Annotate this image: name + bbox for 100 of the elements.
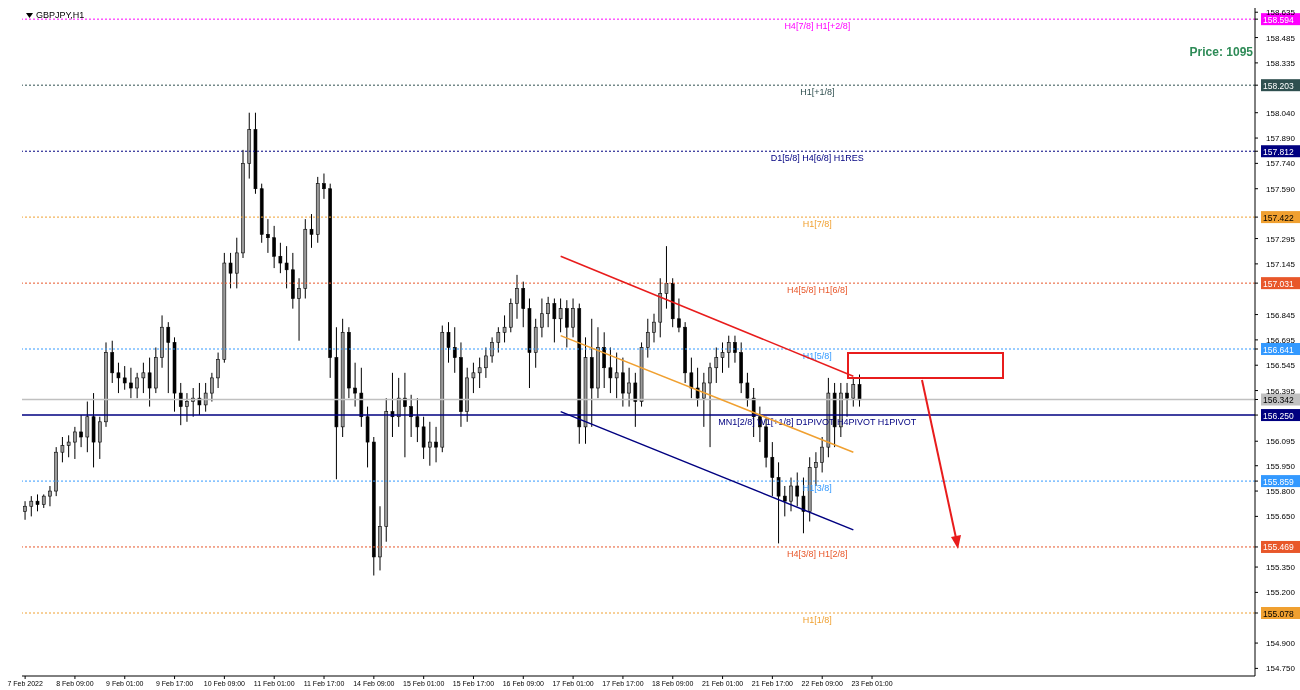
candlestick (122, 365, 127, 391)
y-tick-label: 155.800 (1266, 487, 1296, 497)
y-tick-label: 158.594 (1263, 14, 1294, 25)
candlestick (540, 298, 544, 338)
ref-line-label: H1[+1/8] (800, 87, 835, 98)
y-tick-label: 155.650 (1266, 512, 1296, 522)
candlestick (782, 485, 787, 517)
candlestick (733, 335, 737, 364)
candlestick (110, 340, 115, 384)
candlestick (403, 372, 407, 458)
y-tick-label: 156.095 (1266, 437, 1296, 447)
candlestick (770, 441, 775, 497)
y-tick-label: 157.422 (1263, 212, 1294, 223)
ref-line-label: D1[5/8] H4[6/8] H1RES (770, 153, 864, 164)
candlestick (795, 471, 800, 507)
chart-title: GBPJPY,H1 (36, 10, 85, 20)
candlestick (484, 346, 488, 379)
candlestick (178, 382, 183, 426)
y-tick-label: 155.200 (1266, 588, 1296, 598)
y-tick-label: 157.890 (1266, 134, 1296, 144)
candlestick (297, 277, 301, 342)
candlestick (409, 394, 413, 438)
candlestick (565, 299, 569, 348)
candlestick (97, 416, 102, 460)
candlestick (29, 495, 34, 517)
y-tick-label: 155.350 (1266, 563, 1296, 573)
annotation: Price: 1095 (1189, 45, 1253, 59)
ref-line-label: H4[7/8] H1[+2/8] (784, 21, 851, 32)
y-tick-label: 155.859 (1263, 476, 1294, 487)
candlestick (452, 326, 457, 374)
y-tick-label: 156.641 (1263, 344, 1294, 355)
candlestick (702, 372, 706, 428)
ref-line-label: H1[5/8] (802, 351, 832, 362)
candlestick (23, 500, 27, 521)
y-tick-label: 156.250 (1263, 410, 1294, 421)
candlestick (496, 326, 501, 354)
y-tick-label: 158.335 (1266, 58, 1296, 68)
candlestick (266, 218, 270, 254)
y-tick-label: 158.040 (1266, 108, 1296, 118)
candlestick (714, 346, 719, 384)
candlestick (664, 245, 669, 310)
candlestick (789, 477, 793, 512)
candlestick (726, 335, 731, 369)
candlestick (322, 173, 326, 200)
candlestick (633, 372, 638, 428)
y-tick-label: 157.145 (1266, 259, 1296, 269)
y-tick-label: 154.900 (1266, 639, 1296, 649)
candlestick (48, 485, 52, 507)
y-tick-label: 157.031 (1263, 278, 1294, 289)
y-tick-label: 156.545 (1266, 361, 1296, 371)
candlestick (359, 367, 364, 428)
candlestick (434, 426, 438, 463)
candlestick (390, 372, 395, 438)
candlestick (720, 341, 725, 374)
y-tick-label: 158.203 (1263, 80, 1294, 91)
y-tick-label: 157.590 (1266, 184, 1296, 194)
y-tick-label: 155.078 (1263, 608, 1294, 619)
candlestick (621, 357, 625, 408)
candlestick (216, 352, 220, 389)
candlestick (515, 274, 519, 320)
candlestick (602, 331, 606, 389)
candlestick (116, 362, 121, 394)
candlestick (857, 374, 862, 408)
y-tick-label: 156.395 (1266, 386, 1296, 396)
y-tick-label: 157.295 (1266, 234, 1296, 244)
candlestick (820, 436, 824, 473)
ref-line-label: H1[7/8] (802, 219, 832, 230)
y-tick-label: 155.950 (1266, 461, 1296, 471)
candlestick (652, 313, 656, 343)
candlestick (353, 362, 357, 408)
candlestick (446, 321, 451, 364)
candlestick (309, 213, 314, 249)
y-tick-label: 157.740 (1266, 159, 1296, 169)
candlestick (627, 367, 631, 408)
candlestick (185, 392, 189, 423)
candlestick (508, 298, 513, 333)
y-tick-label: 156.695 (1266, 335, 1296, 345)
candlestick (776, 461, 781, 544)
ref-line-label: H4[3/8] H1[2/8] (787, 548, 848, 559)
y-tick-label: 155.469 (1263, 542, 1294, 553)
candlestick (851, 377, 856, 408)
candlestick (272, 225, 276, 269)
y-tick-label: 158.485 (1266, 33, 1296, 43)
candlestick (645, 318, 650, 359)
candlestick (73, 426, 77, 460)
candlestick (677, 298, 681, 333)
candlestick (79, 414, 83, 448)
ref-line-label: H4[5/8] H1[6/8] (787, 285, 848, 296)
candlestick (85, 401, 90, 453)
candlestick (166, 321, 171, 394)
y-tick-label: 156.342 (1263, 395, 1294, 406)
candlestick (135, 372, 139, 399)
candlestick (490, 336, 494, 364)
candlestick (845, 382, 849, 418)
ref-line-label: H1[1/8] (802, 615, 832, 625)
y-tick-label: 157.812 (1263, 146, 1294, 157)
candlestick (521, 281, 526, 328)
candlestick (210, 372, 214, 403)
candlestick (428, 421, 432, 467)
y-tick-label: 154.750 (1266, 664, 1296, 674)
